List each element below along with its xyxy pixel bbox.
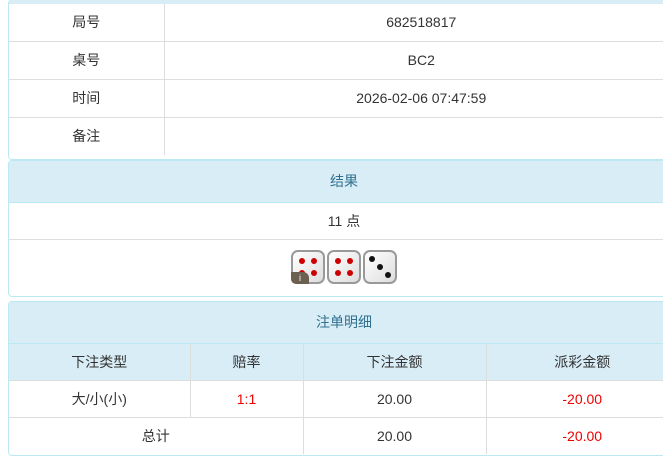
bet-details-title: 注单明细 xyxy=(9,302,663,344)
info-row-round: 局号 682518817 xyxy=(9,4,663,42)
die-pip xyxy=(369,256,375,262)
info-row-remark: 备注 xyxy=(9,116,663,155)
column-headers: 下注类型 赔率 下注金额 派彩金额 xyxy=(9,344,663,381)
die-pip xyxy=(347,258,353,264)
remark-value xyxy=(163,116,663,155)
result-title: 结果 xyxy=(9,161,663,203)
info-row-table: 桌号 BC2 xyxy=(9,40,663,80)
col-payout: 派彩金额 xyxy=(485,344,663,381)
table-number: BC2 xyxy=(163,40,663,80)
odds: 1:1 xyxy=(189,379,304,418)
time-value: 2026-02-06 07:47:59 xyxy=(163,78,663,118)
total-payout: -20.00 xyxy=(485,416,663,454)
info-badge[interactable]: i xyxy=(291,272,309,284)
col-odds: 赔率 xyxy=(189,344,304,381)
result-points: 11 点 xyxy=(9,203,663,240)
die-pip xyxy=(335,270,341,276)
die-pip xyxy=(299,258,305,264)
label: 局号 xyxy=(9,4,165,42)
col-bet-amount: 下注金额 xyxy=(302,344,487,381)
bet-amount: 20.00 xyxy=(302,379,487,418)
total-label: 总计 xyxy=(9,416,304,454)
die-pip xyxy=(385,272,391,278)
result-panel: 结果 11 点 i xyxy=(8,160,663,297)
round-number: 682518817 xyxy=(163,4,663,42)
total-amount: 20.00 xyxy=(302,416,487,454)
die-pip xyxy=(377,264,383,270)
label: 备注 xyxy=(9,116,165,155)
label: 桌号 xyxy=(9,40,165,80)
payout: -20.00 xyxy=(485,379,663,418)
round-info-panel: 局号 682518817 桌号 BC2 时间 2026-02-06 07:47:59 … xyxy=(8,0,663,160)
col-bet-type: 下注类型 xyxy=(9,344,191,381)
label: 时间 xyxy=(9,78,165,118)
die-4-icon xyxy=(327,250,361,284)
die-pip xyxy=(335,258,341,264)
die-pip xyxy=(311,270,317,276)
total-row: 总计 20.00 -20.00 xyxy=(9,416,663,454)
die-4-icon: i xyxy=(291,250,325,284)
bet-details-panel: 注单明细 下注类型 赔率 下注金额 派彩金额 大/小(小) 1:1 20.00 … xyxy=(8,301,663,456)
die-3-icon xyxy=(363,250,397,284)
info-row-time: 时间 2026-02-06 07:47:59 xyxy=(9,78,663,118)
dice-row: i xyxy=(9,240,663,296)
bet-type: 大/小(小) xyxy=(9,379,191,418)
table-row: 大/小(小) 1:1 20.00 -20.00 xyxy=(9,379,663,418)
die-pip xyxy=(311,258,317,264)
die-pip xyxy=(347,270,353,276)
